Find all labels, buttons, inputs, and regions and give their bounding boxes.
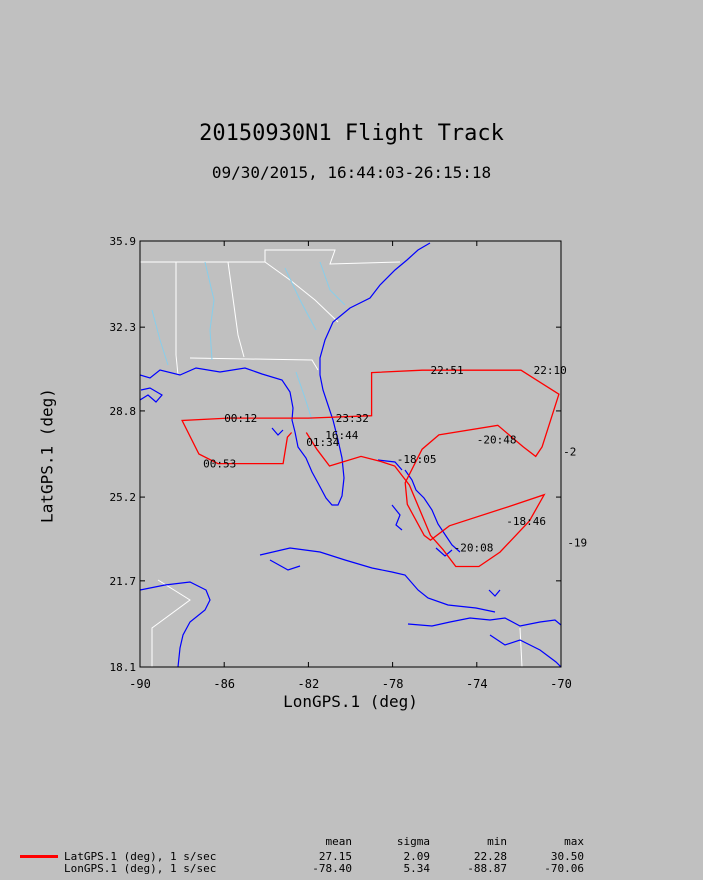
chart-subtitle: 09/30/2015, 16:44:03-26:15:18 bbox=[211, 163, 492, 182]
stats-max-lon: -70.06 bbox=[544, 862, 584, 875]
plot-frame bbox=[139, 240, 562, 668]
stats-min-lon: -88.87 bbox=[467, 862, 507, 875]
y-tick-label: 21.7 bbox=[110, 575, 137, 588]
x-axis-label: LonGPS.1 (deg) bbox=[283, 692, 418, 711]
stats-header-mean: mean bbox=[325, 835, 353, 848]
stats-header-min: min bbox=[487, 835, 507, 848]
stats-sigma-lon: 5.34 bbox=[403, 862, 431, 875]
y-tick-label: 18.1 bbox=[110, 661, 137, 674]
stats-header-sigma: sigma bbox=[396, 835, 430, 848]
x-tick-label: -78 bbox=[382, 677, 404, 691]
state-borders bbox=[140, 249, 523, 667]
time-label: 01:34 bbox=[306, 436, 339, 449]
stats-row-lat: LatGPS.1 (deg), 1 s/sec 27.15 2.09 22.28… bbox=[0, 850, 703, 863]
time-label: 16:44 bbox=[325, 429, 358, 442]
time-label: -2 bbox=[563, 446, 576, 459]
time-label: -18:46 bbox=[506, 515, 546, 528]
time-label: -20:08 bbox=[454, 541, 494, 554]
stats-min-lat: 22.28 bbox=[473, 850, 507, 863]
time-label: 22:10 bbox=[534, 364, 567, 377]
stats-label-lat: LatGPS.1 (deg), 1 s/sec bbox=[64, 850, 217, 863]
y-tick-label: 28.8 bbox=[110, 405, 137, 418]
x-tick-label: -70 bbox=[550, 677, 572, 691]
stats-row-lon: LonGPS.1 (deg), 1 s/sec -78.40 5.34 -88.… bbox=[0, 862, 703, 875]
x-tick-label: -90 bbox=[129, 677, 151, 691]
axis-ticks: -90 -86 -82 -78 -74 -70 35.9 32.3 28.8 25.2 21.7 18… bbox=[110, 235, 572, 691]
time-label: -18:05 bbox=[397, 453, 437, 466]
basemap bbox=[140, 242, 561, 667]
time-label: 00:53 bbox=[203, 458, 236, 471]
time-label: 23:32 bbox=[336, 412, 369, 425]
y-tick-label: 32.3 bbox=[110, 321, 137, 334]
time-label: 00:12 bbox=[224, 412, 257, 425]
time-label: -20:48 bbox=[477, 434, 517, 447]
legend-line-lat bbox=[20, 855, 58, 858]
rivers bbox=[151, 261, 346, 421]
stats-sigma-lat: 2.09 bbox=[403, 850, 431, 863]
flight-track-line bbox=[181, 369, 560, 568]
y-tick-label: 25.2 bbox=[110, 491, 137, 504]
stats-label-lon: LonGPS.1 (deg), 1 s/sec bbox=[64, 862, 217, 875]
x-tick-label: -86 bbox=[213, 677, 235, 691]
stats-header-max: max bbox=[564, 835, 584, 848]
y-tick-label: 35.9 bbox=[110, 235, 137, 248]
x-tick-label: -74 bbox=[466, 677, 488, 691]
time-label: 22:51 bbox=[430, 364, 463, 377]
stats-mean-lat: 27.15 bbox=[318, 850, 352, 863]
x-tick-label: -82 bbox=[298, 677, 320, 691]
stats-max-lat: 30.50 bbox=[550, 850, 584, 863]
time-label: -19 bbox=[567, 537, 587, 550]
chart-title: 20150930N1 Flight Track bbox=[199, 121, 504, 146]
stats-mean-lon: -78.40 bbox=[312, 862, 352, 875]
coastlines bbox=[140, 242, 561, 667]
